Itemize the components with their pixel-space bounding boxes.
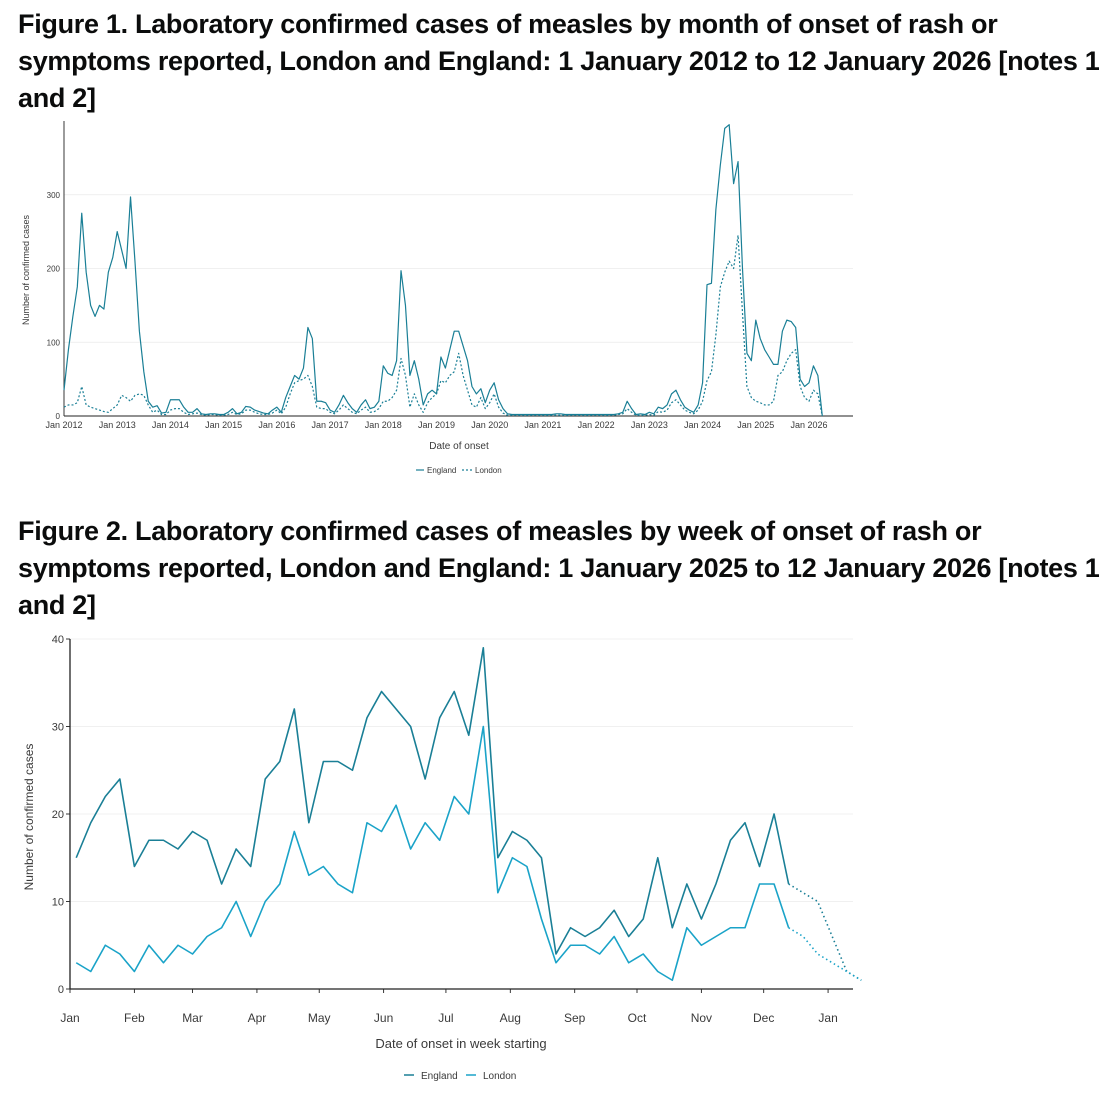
- figure-2-x-tick-label: Jan: [818, 1011, 837, 1025]
- figure-1-series-england-line: [63, 124, 823, 417]
- figure-1-y-tick-label: 0: [56, 412, 61, 421]
- figure-2-x-tick-label: Mar: [182, 1011, 203, 1025]
- figure-1-x-tick-label: Jan 2018: [365, 420, 402, 430]
- figure-2-x-tick-label: Jul: [438, 1011, 453, 1025]
- legend-london-label: London: [475, 466, 502, 475]
- figure-2-x-tick-label: Feb: [124, 1011, 145, 1025]
- figure-1-legend: England London: [416, 466, 502, 475]
- figure-2-gridlines: [70, 638, 853, 902]
- figure-2-y-tick-label: 0: [58, 984, 64, 996]
- figure-1-x-tick-label: Jan 2024: [684, 420, 721, 430]
- figure-2-y-tick-label: 30: [52, 722, 64, 734]
- figure-2-series: [75, 646, 862, 982]
- figure-2-x-axis-label: Date of onset in week starting: [375, 1036, 546, 1051]
- figure-2-tick-labels: 0 10 20 30 40 Jan Feb Mar Apr May Jun Jul Aug Sep Oct N…: [52, 634, 838, 1025]
- figure-2-x-tick-label: Jun: [374, 1011, 393, 1025]
- legend-england-label: England: [427, 466, 456, 475]
- figure-1-x-tick-label: Jan 2017: [312, 420, 349, 430]
- figure-1-x-tick-label: Jan 2021: [524, 420, 561, 430]
- figure-1-tick-labels: 0 100 200 300 Jan 2012 Jan 2013 Jan 2014 Jan 20…: [45, 191, 827, 430]
- figure-2-series-london-line: [75, 725, 790, 982]
- figure-1-x-tick-label: Jan 2020: [471, 420, 508, 430]
- figure-1-x-tick-label: Jan 2015: [205, 420, 242, 430]
- figure-1-x-tick-label: Jan 2026: [790, 420, 827, 430]
- figure-1-x-tick-label: Jan 2025: [737, 420, 774, 430]
- figure-2-x-tick-label: Sep: [564, 1011, 586, 1025]
- figure-1-y-tick-label: 200: [47, 265, 61, 274]
- figure-1-series-london-line: [63, 234, 823, 417]
- figure-1-title: Figure 1. Laboratory confirmed cases of …: [18, 9, 1100, 113]
- figure-2-series-london-provisional-line: [788, 927, 862, 981]
- figure-1-x-tick-label: Jan 2014: [152, 420, 189, 430]
- figure-2-y-axis-label: Number of confirmed cases: [22, 744, 36, 891]
- figure-2-y-tick-label: 20: [52, 809, 64, 821]
- figure-2-title: Figure 2. Laboratory confirmed cases of …: [18, 516, 1100, 620]
- figure-2-legend: England London: [404, 1071, 516, 1082]
- figure-1-axes: [63, 121, 853, 417]
- figure-2-y-tick-label: 10: [52, 897, 64, 909]
- figure-1-x-tick-label: Jan 2012: [45, 420, 82, 430]
- figure-2-series-england-provisional-line: [788, 883, 862, 981]
- figure-2-x-tick-label: Nov: [691, 1011, 712, 1025]
- legend-england-label: England: [421, 1071, 458, 1082]
- figure-1-chart: 0 100 200 300 Jan 2012 Jan 2013 Jan 2014 Jan 20…: [21, 121, 853, 475]
- figure-2-axes: [66, 638, 853, 993]
- figure-2-x-tick-label: Apr: [248, 1011, 267, 1025]
- figure-1-y-axis-label: Number of confirmed cases: [21, 214, 31, 325]
- figure-1-x-tick-label: Jan 2022: [578, 420, 615, 430]
- figure-1-y-tick-label: 300: [47, 191, 61, 200]
- legend-london-label: London: [483, 1071, 516, 1082]
- figure-1-x-tick-label: Jan 2023: [631, 420, 668, 430]
- figure-2-x-tick-label: Oct: [628, 1011, 647, 1025]
- figure-1-series: [63, 124, 823, 417]
- figure-1-y-tick-label: 100: [47, 338, 61, 347]
- figure-2-x-tick-label: May: [308, 1011, 331, 1025]
- figure-1-x-axis-label: Date of onset: [429, 441, 489, 452]
- figure-2-series-england-line: [75, 646, 790, 955]
- figure-2-y-tick-label: 40: [52, 634, 64, 646]
- figure-1-x-tick-label: Jan 2019: [418, 420, 455, 430]
- figure-1-x-tick-label: Jan 2013: [99, 420, 136, 430]
- figure-2-x-tick-label: Jan: [60, 1011, 79, 1025]
- figure-2-x-tick-label: Aug: [500, 1011, 521, 1025]
- figure-1-x-tick-label: Jan 2016: [258, 420, 295, 430]
- figure-2-x-tick-label: Dec: [753, 1011, 774, 1025]
